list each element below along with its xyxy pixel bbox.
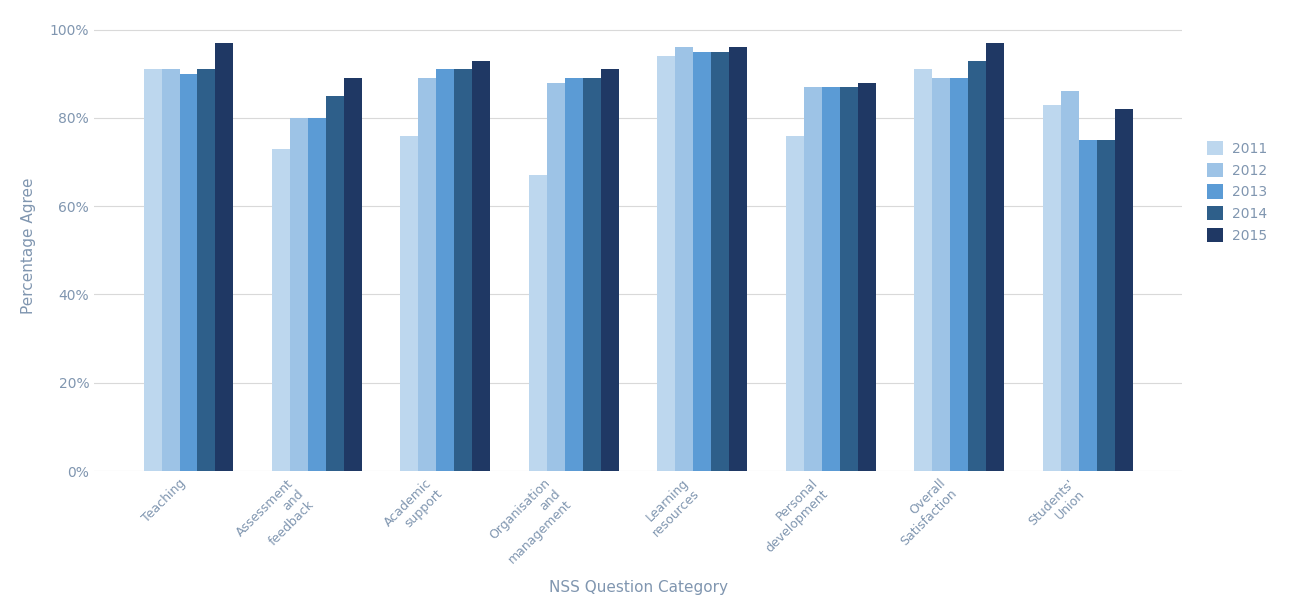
Bar	[529, 176, 547, 471]
Bar	[822, 87, 840, 471]
Bar	[858, 83, 876, 471]
Bar	[1114, 109, 1132, 471]
Bar	[1043, 105, 1061, 471]
Bar	[804, 87, 822, 471]
Bar	[308, 118, 326, 471]
Y-axis label: Percentage Agree: Percentage Agree	[21, 177, 36, 314]
Bar	[565, 78, 582, 471]
Bar	[657, 56, 675, 471]
Bar	[582, 78, 600, 471]
Bar	[840, 87, 858, 471]
Bar	[418, 78, 436, 471]
Bar	[216, 43, 233, 471]
Bar	[950, 78, 968, 471]
Bar	[162, 70, 180, 471]
Bar	[400, 136, 418, 471]
Bar	[1079, 140, 1096, 471]
X-axis label: NSS Question Category: NSS Question Category	[549, 580, 727, 595]
Legend: 2011, 2012, 2013, 2014, 2015: 2011, 2012, 2013, 2014, 2015	[1200, 134, 1275, 249]
Bar	[675, 47, 694, 471]
Bar	[1096, 140, 1114, 471]
Bar	[730, 47, 747, 471]
Bar	[436, 70, 454, 471]
Bar	[454, 70, 472, 471]
Bar	[712, 52, 730, 471]
Bar	[272, 149, 290, 471]
Bar	[986, 43, 1004, 471]
Bar	[915, 70, 932, 471]
Bar	[326, 96, 344, 471]
Bar	[694, 52, 712, 471]
Bar	[180, 74, 198, 471]
Bar	[600, 70, 619, 471]
Bar	[968, 60, 986, 471]
Bar	[472, 60, 490, 471]
Bar	[1061, 91, 1079, 471]
Bar	[547, 83, 565, 471]
Bar	[932, 78, 950, 471]
Bar	[144, 70, 162, 471]
Bar	[785, 136, 804, 471]
Bar	[198, 70, 216, 471]
Bar	[344, 78, 362, 471]
Bar	[290, 118, 308, 471]
